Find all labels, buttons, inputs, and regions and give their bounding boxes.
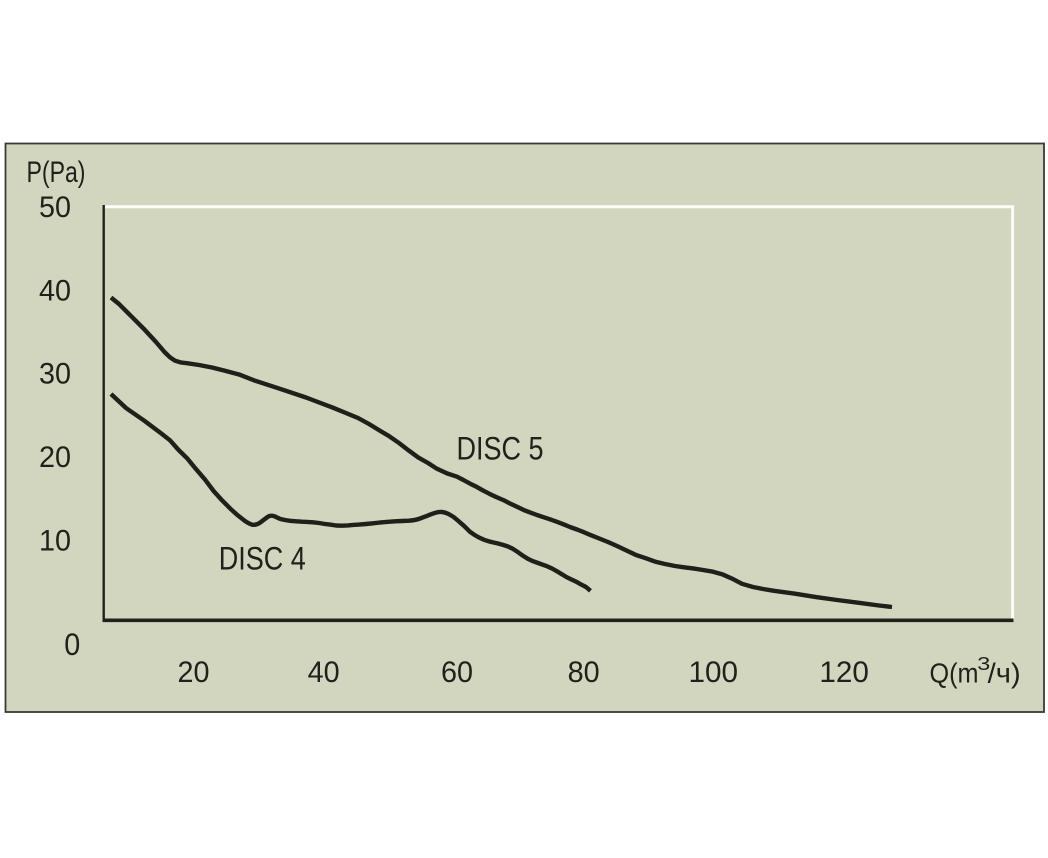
svg-text:DISC 4: DISC 4 [219, 541, 306, 577]
svg-text:10: 10 [39, 524, 71, 557]
svg-text:120: 120 [819, 656, 869, 689]
svg-text:30: 30 [39, 358, 71, 391]
svg-text:100: 100 [689, 656, 739, 689]
svg-text:DISC 5: DISC 5 [457, 431, 544, 467]
svg-text:60: 60 [441, 656, 473, 689]
svg-text:3: 3 [977, 654, 990, 674]
svg-text:40: 40 [308, 656, 340, 689]
svg-text:50: 50 [39, 191, 71, 224]
svg-text:20: 20 [178, 656, 210, 689]
svg-text:20: 20 [39, 441, 71, 474]
svg-text:80: 80 [568, 656, 600, 689]
svg-text:40: 40 [39, 274, 71, 307]
svg-text:/ч): /ч) [988, 657, 1021, 688]
svg-text:P(Pa): P(Pa) [27, 156, 86, 189]
svg-text:Q(m: Q(m [930, 657, 979, 688]
svg-text:0: 0 [64, 626, 80, 662]
